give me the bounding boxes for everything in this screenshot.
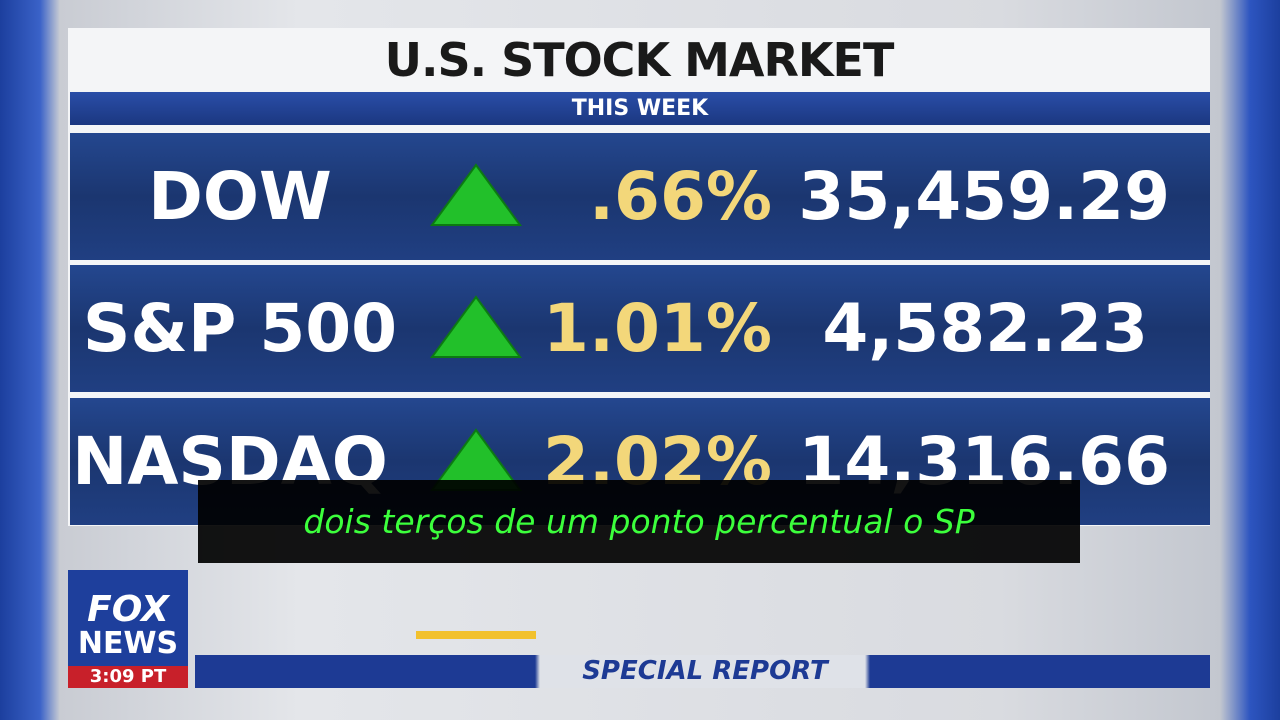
banner-bar xyxy=(195,655,1210,688)
banner-text: SPECIAL REPORT xyxy=(582,656,828,686)
table-row: DOW .66% 35,459.29 xyxy=(70,133,1210,260)
index-value: 35,459.29 xyxy=(798,158,1170,235)
index-value: 4,582.23 xyxy=(822,290,1148,367)
time: 3:09 PT xyxy=(68,666,188,688)
index-name: DOW xyxy=(148,158,332,235)
up-arrow xyxy=(430,295,522,358)
subtitle: THIS WEEK xyxy=(70,92,1210,125)
logo-text: FOX xyxy=(87,589,169,630)
title: U.S. STOCK MARKET xyxy=(384,33,895,87)
logo: FOX NEWS 3:09 PT xyxy=(68,570,188,688)
subtitle-caption: dois terços de um ponto percentual o SP xyxy=(198,480,1080,563)
change-percent: 1.01% xyxy=(543,290,772,367)
accent-line xyxy=(416,631,536,639)
table-row: S&P 500 1.01% 4,582.23 xyxy=(70,265,1210,392)
logo-text: NEWS xyxy=(77,626,179,661)
change-percent: .66% xyxy=(588,158,772,235)
index-name: S&P 500 xyxy=(82,290,398,367)
up-arrow xyxy=(430,163,522,226)
